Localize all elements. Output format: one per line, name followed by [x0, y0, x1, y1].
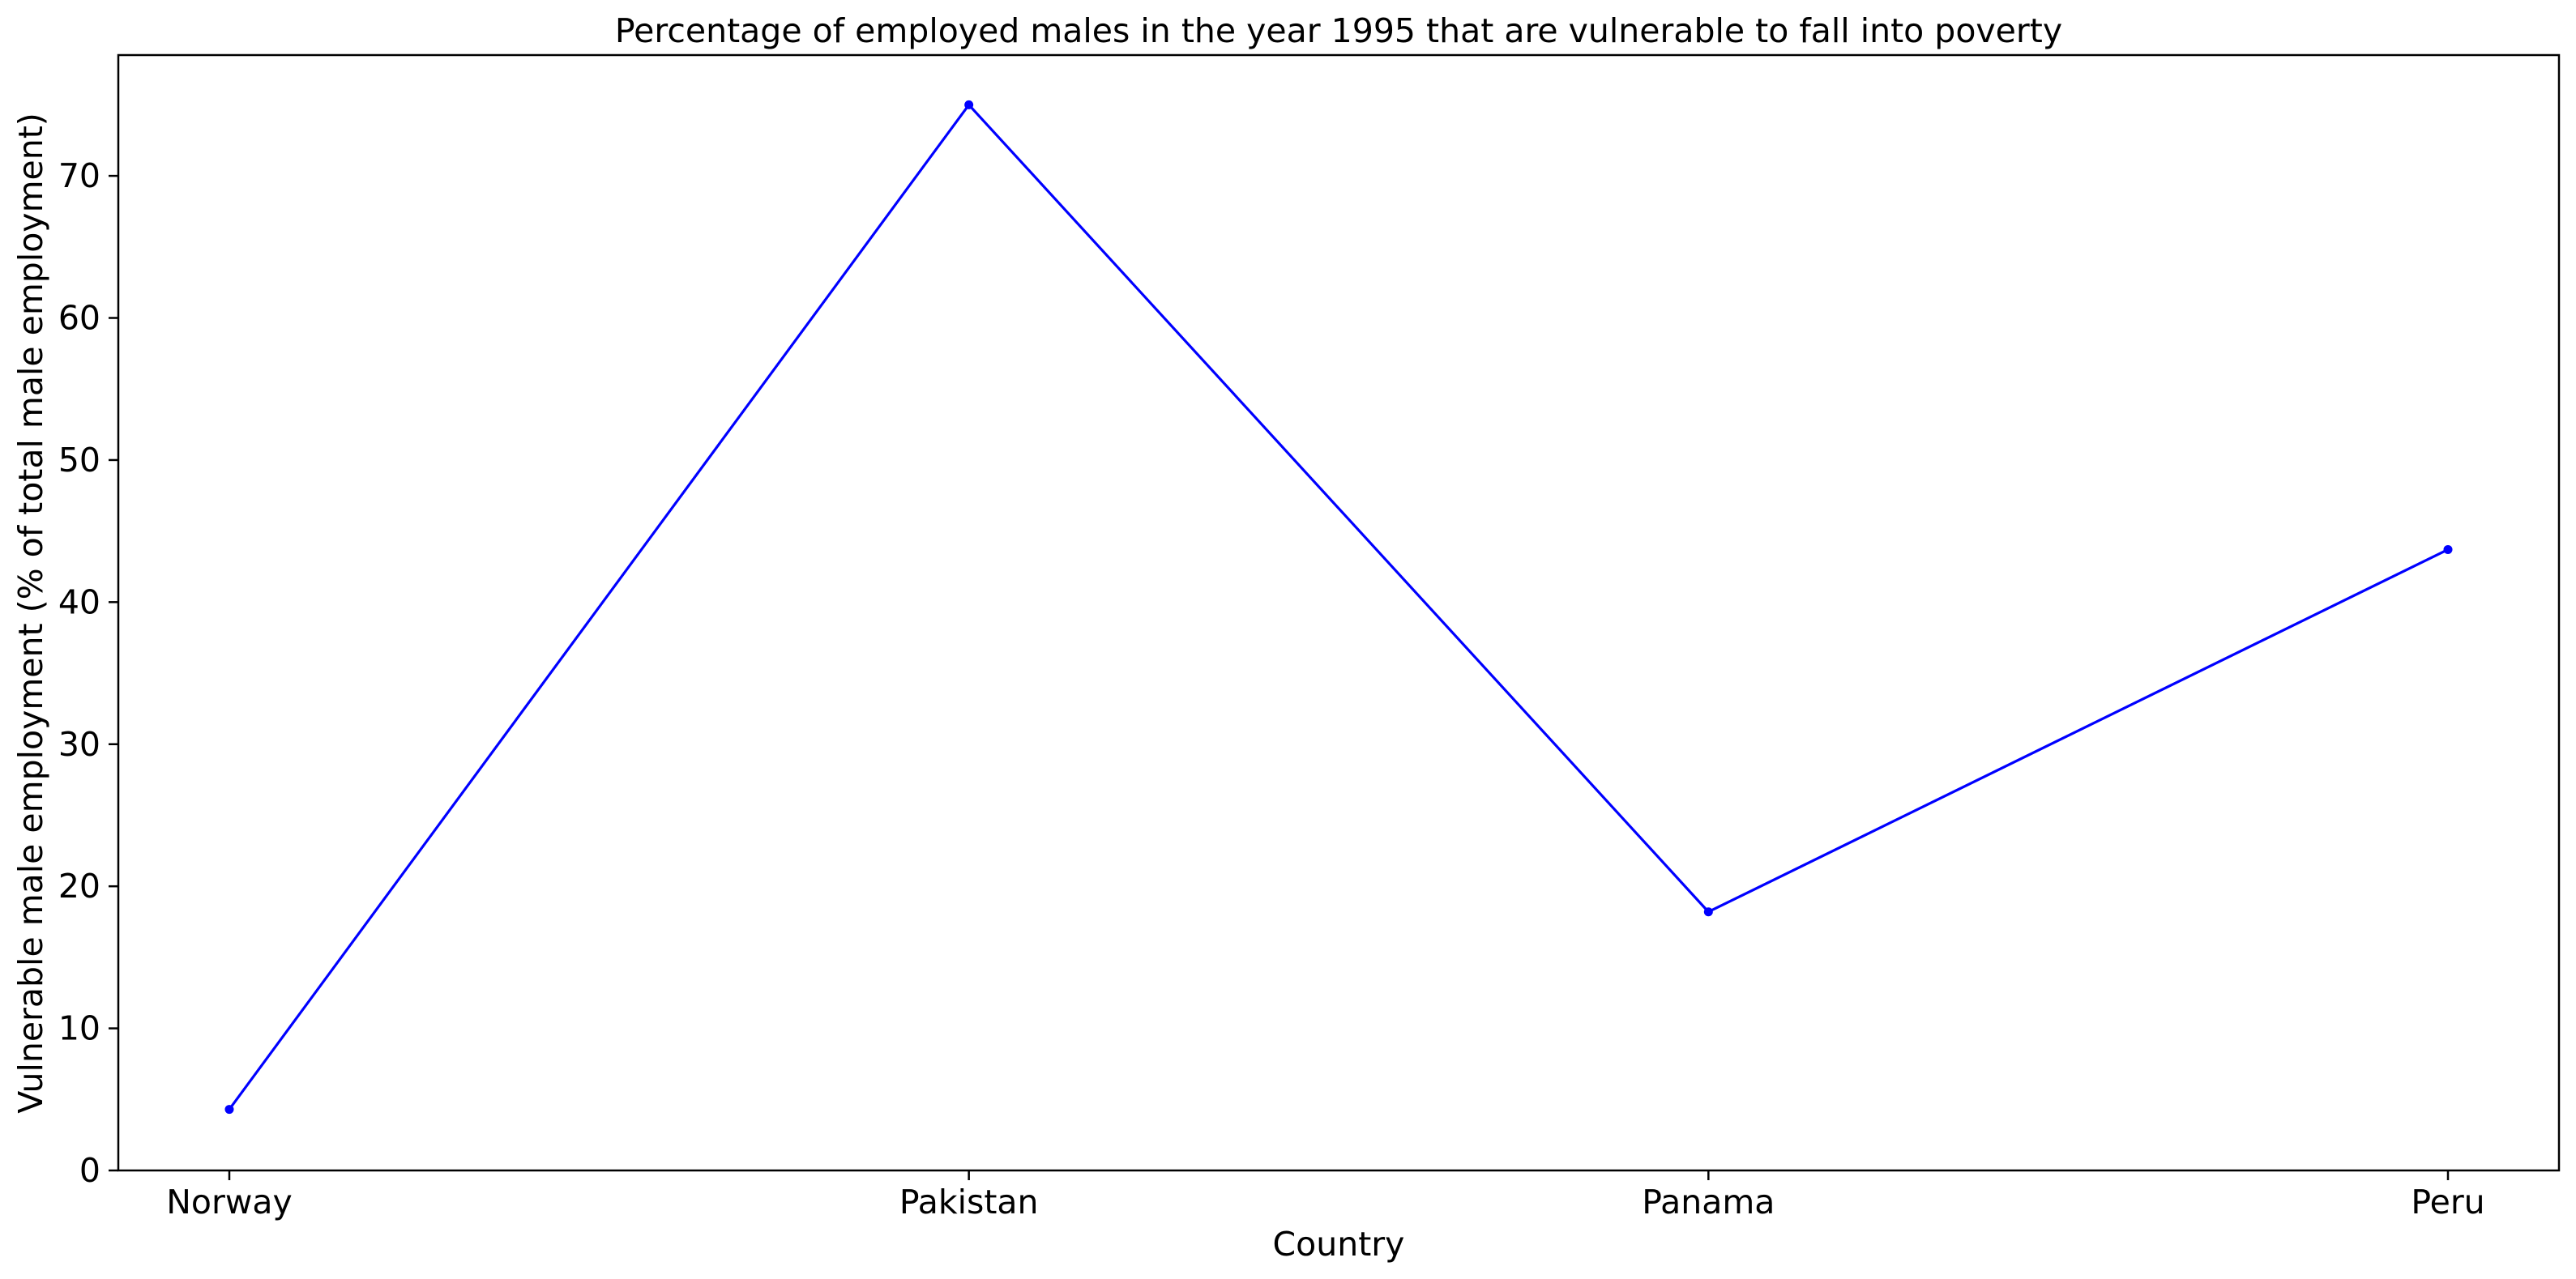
series-layer [224, 100, 2453, 1115]
y-tick-label: 40 [58, 582, 100, 621]
y-tick-label: 10 [58, 1009, 100, 1048]
data-point-norway [224, 1105, 234, 1115]
series-line [228, 103, 2450, 1111]
x-tick-label: Pakistan [899, 1183, 1039, 1221]
y-tick-label: 70 [58, 156, 100, 195]
y-tick-label: 30 [58, 725, 100, 764]
data-point-panama [1703, 907, 1713, 917]
x-axis-label: Country [1273, 1225, 1405, 1264]
y-tick-label: 50 [58, 441, 100, 480]
data-point-peru [2443, 544, 2453, 554]
chart-title: Percentage of employed males in the year… [615, 11, 2062, 50]
x-tick-label: Panama [1642, 1183, 1775, 1221]
x-tick-label: Norway [166, 1183, 293, 1221]
data-point-pakistan [964, 100, 974, 109]
y-axis-label: Vulnerable male employment (% of total m… [11, 113, 50, 1114]
plot-area-frame [117, 53, 2561, 1172]
y-axis: 0 10 20 30 40 50 60 70 [58, 156, 118, 1190]
y-tick-label: 0 [79, 1151, 100, 1190]
x-tick-label: Peru [2411, 1183, 2484, 1221]
y-tick-label: 20 [58, 867, 100, 906]
x-axis: Norway Pakistan Panama Peru [166, 1170, 2485, 1221]
y-tick-label: 60 [58, 299, 100, 338]
